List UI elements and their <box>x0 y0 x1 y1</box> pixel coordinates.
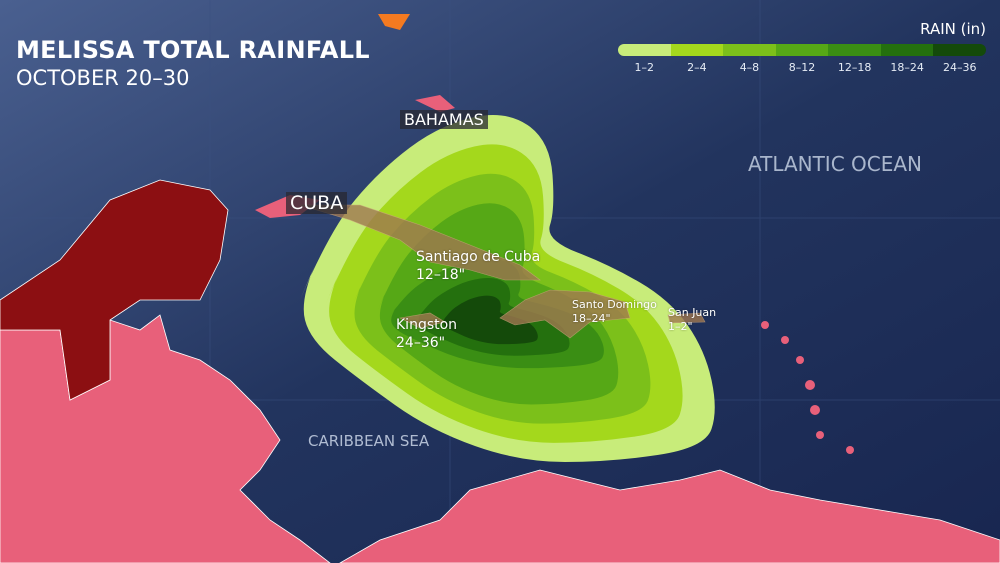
label-cuba: CUBA <box>286 192 348 214</box>
rain-contours <box>300 115 715 462</box>
jamaica-island <box>399 312 446 329</box>
city-san-juan: San Juan 1–2" <box>668 306 716 334</box>
legend-color-bar <box>618 44 986 56</box>
legend-label-4: 12–18 <box>837 61 872 74</box>
legend-label-3: 8–12 <box>788 61 816 74</box>
legend-label-0: 1–2 <box>634 61 655 74</box>
puerto-rico-island <box>667 312 706 324</box>
map-title: MELISSA TOTAL RAINFALL <box>16 36 370 64</box>
mexico-land <box>0 179 229 401</box>
florida-land <box>378 14 410 30</box>
legend-title: RAIN (in) <box>920 20 986 38</box>
legend-swatch-4 <box>828 44 881 56</box>
label-atlantic-ocean: ATLANTIC OCEAN <box>748 152 923 176</box>
legend-label-5: 18–24 <box>890 61 924 74</box>
label-caribbean-sea: CARIBBEAN SEA <box>308 432 430 450</box>
city-rain: 12–18" <box>416 267 466 283</box>
hispaniola-island <box>499 289 631 339</box>
cuba-island <box>299 204 541 281</box>
city-name: Kingston <box>396 317 458 333</box>
city-rain: 1–2" <box>668 320 693 333</box>
legend-labels: 1–2 2–4 4–8 8–12 12–18 18–24 24–36 <box>618 61 986 74</box>
city-rain: 24–36" <box>396 335 446 351</box>
legend-label-1: 2–4 <box>687 61 707 74</box>
rain-contour-24–36 <box>442 295 538 345</box>
bahamas-islands <box>415 95 455 112</box>
city-name: Santo Domingo <box>572 298 657 311</box>
south-america-land <box>339 469 1000 563</box>
legend-label-6: 24–36 <box>943 61 977 74</box>
legend-swatch-0 <box>618 44 671 56</box>
legend-swatch-2 <box>723 44 776 56</box>
city-name: Santiago de Cuba <box>416 249 541 265</box>
city-rain: 18–24" <box>572 312 611 325</box>
city-santo-domingo: Santo Domingo 18–24" <box>572 298 657 326</box>
city-name: San Juan <box>668 306 717 319</box>
city-kingston: Kingston 24–36" <box>396 316 457 352</box>
label-bahamas: BAHAMAS <box>400 110 488 129</box>
legend-label-2: 4–8 <box>739 61 760 74</box>
greater-antilles <box>299 204 706 339</box>
legend-swatch-5 <box>880 44 934 56</box>
legend-swatch-1 <box>670 44 724 56</box>
legend-swatch-3 <box>775 44 829 56</box>
legend-swatch-6 <box>933 44 986 56</box>
city-santiago-de-cuba: Santiago de Cuba 12–18" <box>416 248 540 284</box>
lesser-antilles <box>736 321 854 502</box>
map-subtitle: OCTOBER 20–30 <box>16 66 190 90</box>
